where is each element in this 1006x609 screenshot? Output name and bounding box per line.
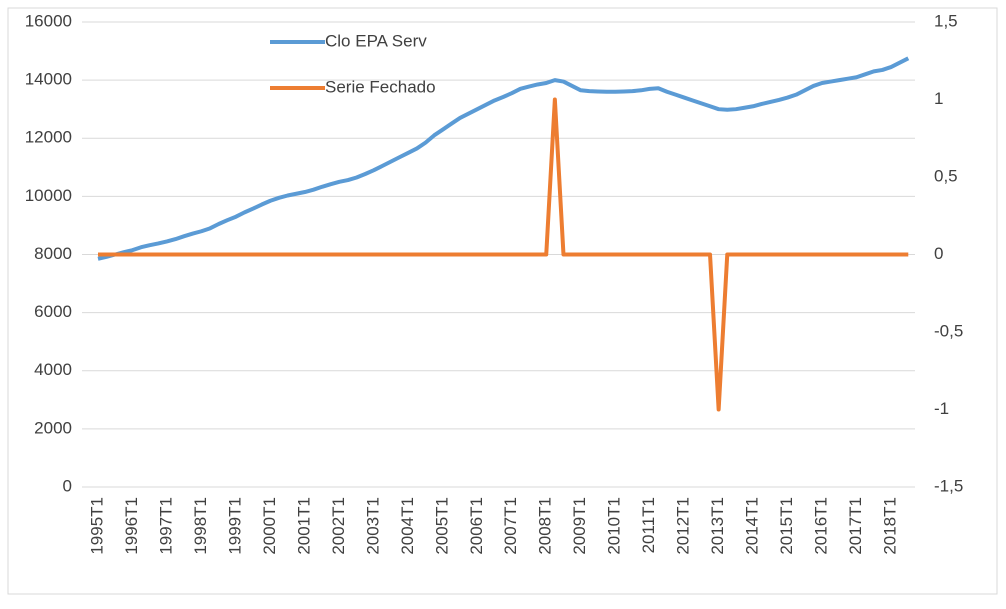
y-tick-label: 12000 [25, 128, 72, 147]
x-tick-label: 2017T1 [846, 497, 865, 555]
y2-tick-label: 0 [934, 244, 943, 263]
x-tick-label: 2005T1 [432, 497, 451, 555]
x-tick-label: 2015T1 [777, 497, 796, 555]
y-tick-label: 0 [63, 476, 72, 495]
legend-label: Clo EPA Serv [325, 31, 427, 50]
legend-label: Serie Fechado [325, 77, 436, 96]
y-tick-label: 16000 [25, 11, 72, 30]
x-tick-label: 2011T1 [639, 497, 658, 553]
x-tick-label: 2003T1 [363, 497, 382, 555]
x-tick-label: 2000T1 [260, 497, 279, 555]
x-tick-label: 1999T1 [225, 497, 244, 555]
x-tick-label: 2018T1 [881, 497, 900, 555]
y-tick-label: 14000 [25, 70, 72, 89]
x-tick-label: 2008T1 [536, 497, 555, 555]
y2-tick-label: 0,5 [934, 166, 958, 185]
x-tick-label: 2004T1 [398, 497, 417, 555]
y-tick-label: 4000 [34, 360, 72, 379]
x-tick-label: 2001T1 [294, 497, 313, 555]
x-tick-label: 2010T1 [605, 497, 624, 555]
x-tick-label: 1997T1 [156, 497, 175, 555]
x-tick-label: 2007T1 [501, 497, 520, 555]
x-tick-label: 1995T1 [87, 497, 106, 555]
series-line [97, 56, 910, 261]
x-tick-label: 2016T1 [812, 497, 831, 555]
y-tick-label: 6000 [34, 302, 72, 321]
x-tick-label: 2009T1 [570, 497, 589, 555]
x-tick-label: 2013T1 [708, 497, 727, 555]
y2-tick-label: -1 [934, 399, 949, 418]
y-tick-label: 10000 [25, 186, 72, 205]
x-tick-label: 1998T1 [191, 497, 210, 555]
chart-frame [7, 7, 998, 595]
y-tick-label: 2000 [34, 418, 72, 437]
y-tick-label: 8000 [34, 244, 72, 263]
y2-tick-label: 1,5 [934, 11, 958, 30]
series-line [98, 97, 909, 412]
y2-tick-label: 1 [934, 89, 943, 108]
x-tick-label: 1996T1 [122, 497, 141, 555]
x-tick-label: 2006T1 [467, 497, 486, 555]
x-tick-label: 2002T1 [329, 497, 348, 555]
y2-tick-label: -1,5 [934, 476, 963, 495]
x-tick-label: 2014T1 [743, 497, 762, 555]
x-tick-label: 2012T1 [674, 497, 693, 555]
y2-tick-label: -0,5 [934, 321, 963, 340]
